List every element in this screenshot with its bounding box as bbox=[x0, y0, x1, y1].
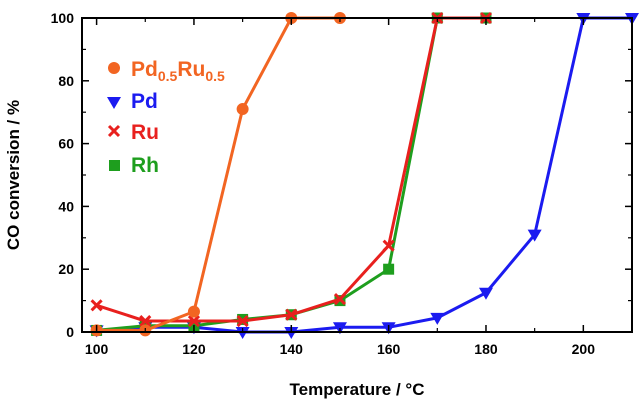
x-tick-label-160: 160 bbox=[377, 341, 401, 357]
y-tick-label-100: 100 bbox=[51, 10, 75, 26]
legend-label-pd-ru: Pd0.5Ru0.5 bbox=[131, 58, 225, 84]
x-tick-label-200: 200 bbox=[572, 341, 596, 357]
series-pd bbox=[89, 13, 639, 339]
legend-label-ru: Ru bbox=[131, 121, 159, 144]
x-tick-label-100: 100 bbox=[85, 341, 109, 357]
y-tick-label-80: 80 bbox=[58, 73, 74, 89]
data-point-ru-130 bbox=[236, 314, 249, 328]
legend-label-rh: Rh bbox=[131, 154, 159, 177]
legend-marker-pd-ru bbox=[108, 62, 120, 74]
y-tick-label-0: 0 bbox=[66, 324, 74, 340]
data-point-pd0-5ru0-5-130 bbox=[236, 103, 249, 116]
y-axis-title: CO conversion / % bbox=[4, 100, 23, 250]
series-layer bbox=[89, 11, 639, 339]
y-tick-label-40: 40 bbox=[58, 198, 74, 214]
x-tick-label-140: 140 bbox=[280, 341, 304, 357]
x-axis-title: Temperature / °C bbox=[290, 380, 425, 399]
data-point-pd0-5ru0-5-120 bbox=[187, 305, 200, 318]
series-line-pd bbox=[96, 16, 632, 334]
legend: Pd0.5Ru0.5 Pd Ru Rh bbox=[107, 58, 225, 177]
data-point-pd-170 bbox=[430, 312, 445, 325]
data-point-pd-190 bbox=[527, 229, 542, 242]
axis-ticks: 100 120 140 160 180 200 0 20 40 60 80 100 bbox=[51, 10, 633, 357]
y-tick-label-60: 60 bbox=[58, 136, 74, 152]
data-point-pd-180 bbox=[478, 287, 493, 300]
x-tick-label-120: 120 bbox=[182, 341, 206, 357]
y-tick-label-20: 20 bbox=[58, 261, 74, 277]
data-point-ru-160 bbox=[382, 239, 395, 252]
legend-marker-rh bbox=[109, 160, 120, 171]
x-tick-label-180: 180 bbox=[474, 341, 498, 357]
series-pd0-5ru0-5 bbox=[90, 12, 346, 337]
data-point-ru-120 bbox=[187, 314, 201, 328]
data-point-ru-110 bbox=[139, 314, 152, 328]
legend-marker-ru bbox=[107, 124, 121, 138]
data-point-ru-140 bbox=[285, 308, 298, 321]
legend-label-pd: Pd bbox=[131, 90, 158, 113]
data-point-rh-160 bbox=[383, 263, 395, 275]
series-ru bbox=[90, 11, 493, 328]
data-point-ru-100 bbox=[90, 299, 103, 312]
legend-marker-pd bbox=[107, 97, 121, 109]
data-point-ru-150 bbox=[333, 292, 347, 306]
